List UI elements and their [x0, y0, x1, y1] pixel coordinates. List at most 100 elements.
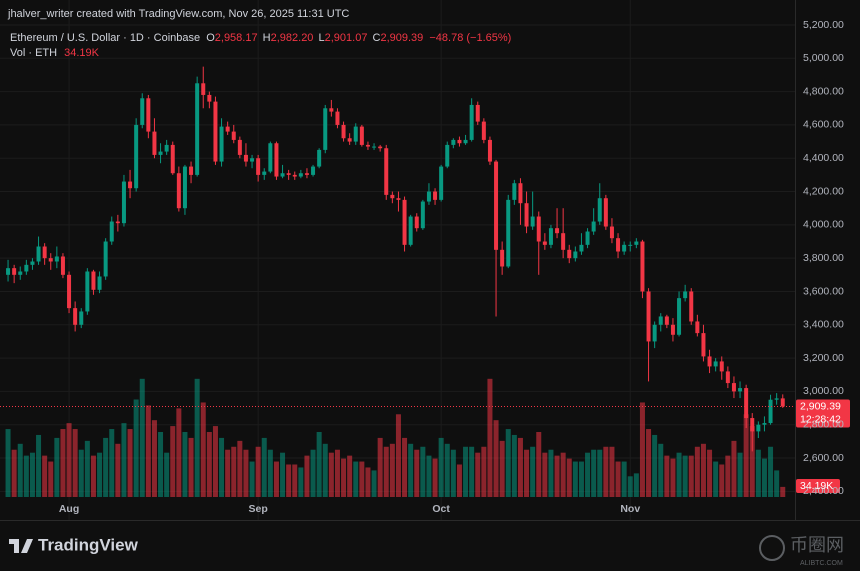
candle-body [725, 371, 730, 384]
volume-bar [585, 452, 591, 497]
ohlc-letter: H [263, 32, 271, 44]
candle-body [134, 124, 139, 189]
volume-bar [139, 378, 145, 497]
volume-bar [316, 432, 322, 497]
candle-body [512, 183, 517, 200]
candle-body [24, 264, 29, 272]
candle-body [670, 324, 675, 335]
volume-bar [267, 449, 273, 497]
candle-body [298, 173, 303, 177]
candle-body [6, 268, 11, 275]
candle-body [445, 144, 450, 167]
volume-bar [658, 443, 664, 497]
volume-bar [341, 458, 347, 497]
volume-bar [603, 446, 609, 497]
volume-layer [5, 378, 786, 497]
volume-bar [743, 414, 749, 497]
candle-body [628, 244, 633, 246]
candle-body [524, 203, 529, 227]
y-tick-label: 2,600.00 [803, 452, 844, 464]
volume-bar [176, 408, 182, 497]
volume-bar [554, 455, 560, 497]
volume-bar [121, 423, 127, 497]
volume-legend: Vol · ETH 34.19K [10, 47, 100, 59]
candle-body [426, 191, 431, 202]
candle-body [762, 423, 767, 425]
candle-body [140, 98, 145, 125]
volume-bar [469, 446, 475, 497]
volume-bar [182, 432, 188, 497]
volume-bar [286, 464, 292, 497]
volume-bar [719, 464, 725, 497]
last-price-label: 2,909.39 [800, 400, 841, 412]
candle-body [103, 241, 108, 277]
volume-bar [768, 446, 774, 497]
candle-body [79, 311, 84, 325]
candle-body [414, 216, 419, 229]
candle-body [713, 361, 718, 367]
candle-body [317, 149, 322, 167]
candle-body [439, 166, 444, 200]
volume-bar [78, 449, 84, 497]
brand: TradingView [38, 535, 139, 554]
candle-body [189, 166, 194, 175]
ohlc-letter: C [373, 32, 381, 44]
volume-bar [158, 432, 164, 497]
y-tick-label: 4,200.00 [803, 185, 844, 197]
candle-body [487, 139, 492, 162]
candle-body [384, 148, 389, 195]
candle-body [268, 143, 273, 172]
volume-bar [438, 437, 444, 497]
candle-body [683, 291, 688, 299]
candle-body [548, 228, 553, 245]
candle-body [640, 241, 645, 292]
candle-body [463, 139, 468, 144]
volume-bar [566, 458, 572, 497]
candle-body [372, 146, 377, 148]
ohlc-letter: L [319, 32, 325, 44]
volume-bar [231, 446, 237, 497]
candle-body [164, 144, 169, 152]
candle-body [36, 246, 41, 262]
volume-bar [60, 429, 66, 497]
candle-body [323, 108, 328, 150]
volume-bar [237, 440, 243, 497]
volume-bar [609, 446, 615, 497]
volume-bar [548, 449, 554, 497]
candle-body [658, 316, 663, 325]
candle-body [603, 198, 608, 227]
volume-bar [194, 378, 200, 497]
candle-body [634, 241, 639, 245]
x-tick-label: Oct [432, 503, 450, 515]
volume-bar [133, 399, 139, 497]
y-tick-label: 4,600.00 [803, 119, 844, 131]
volume-bar [97, 452, 103, 497]
candle-body [280, 173, 285, 177]
candle-layer [6, 66, 785, 452]
volume-bar [48, 461, 54, 497]
ohlc-value: 2,958.17 [215, 32, 258, 44]
candle-body [158, 151, 163, 155]
candle-body [451, 139, 456, 145]
candle-body [274, 143, 279, 177]
overlay-layer [0, 399, 850, 493]
candle-body [774, 398, 779, 400]
volume-bar [761, 458, 767, 497]
volume-bar [505, 429, 511, 497]
volume-bar [621, 461, 627, 497]
candle-body [311, 166, 316, 175]
candle-body [256, 158, 261, 175]
volume-bar [694, 446, 700, 497]
candle-body [481, 121, 486, 140]
candle-body [365, 144, 370, 147]
volume-bar [310, 449, 316, 497]
volume-bar [700, 443, 706, 497]
volume-bar [426, 455, 432, 497]
candle-body [121, 181, 126, 224]
candle-body [115, 221, 120, 224]
candle-body [146, 98, 151, 132]
y-tick-label: 3,400.00 [803, 319, 844, 331]
volume-bar [5, 429, 11, 497]
volume-bar [353, 461, 359, 497]
candle-body [500, 249, 505, 267]
